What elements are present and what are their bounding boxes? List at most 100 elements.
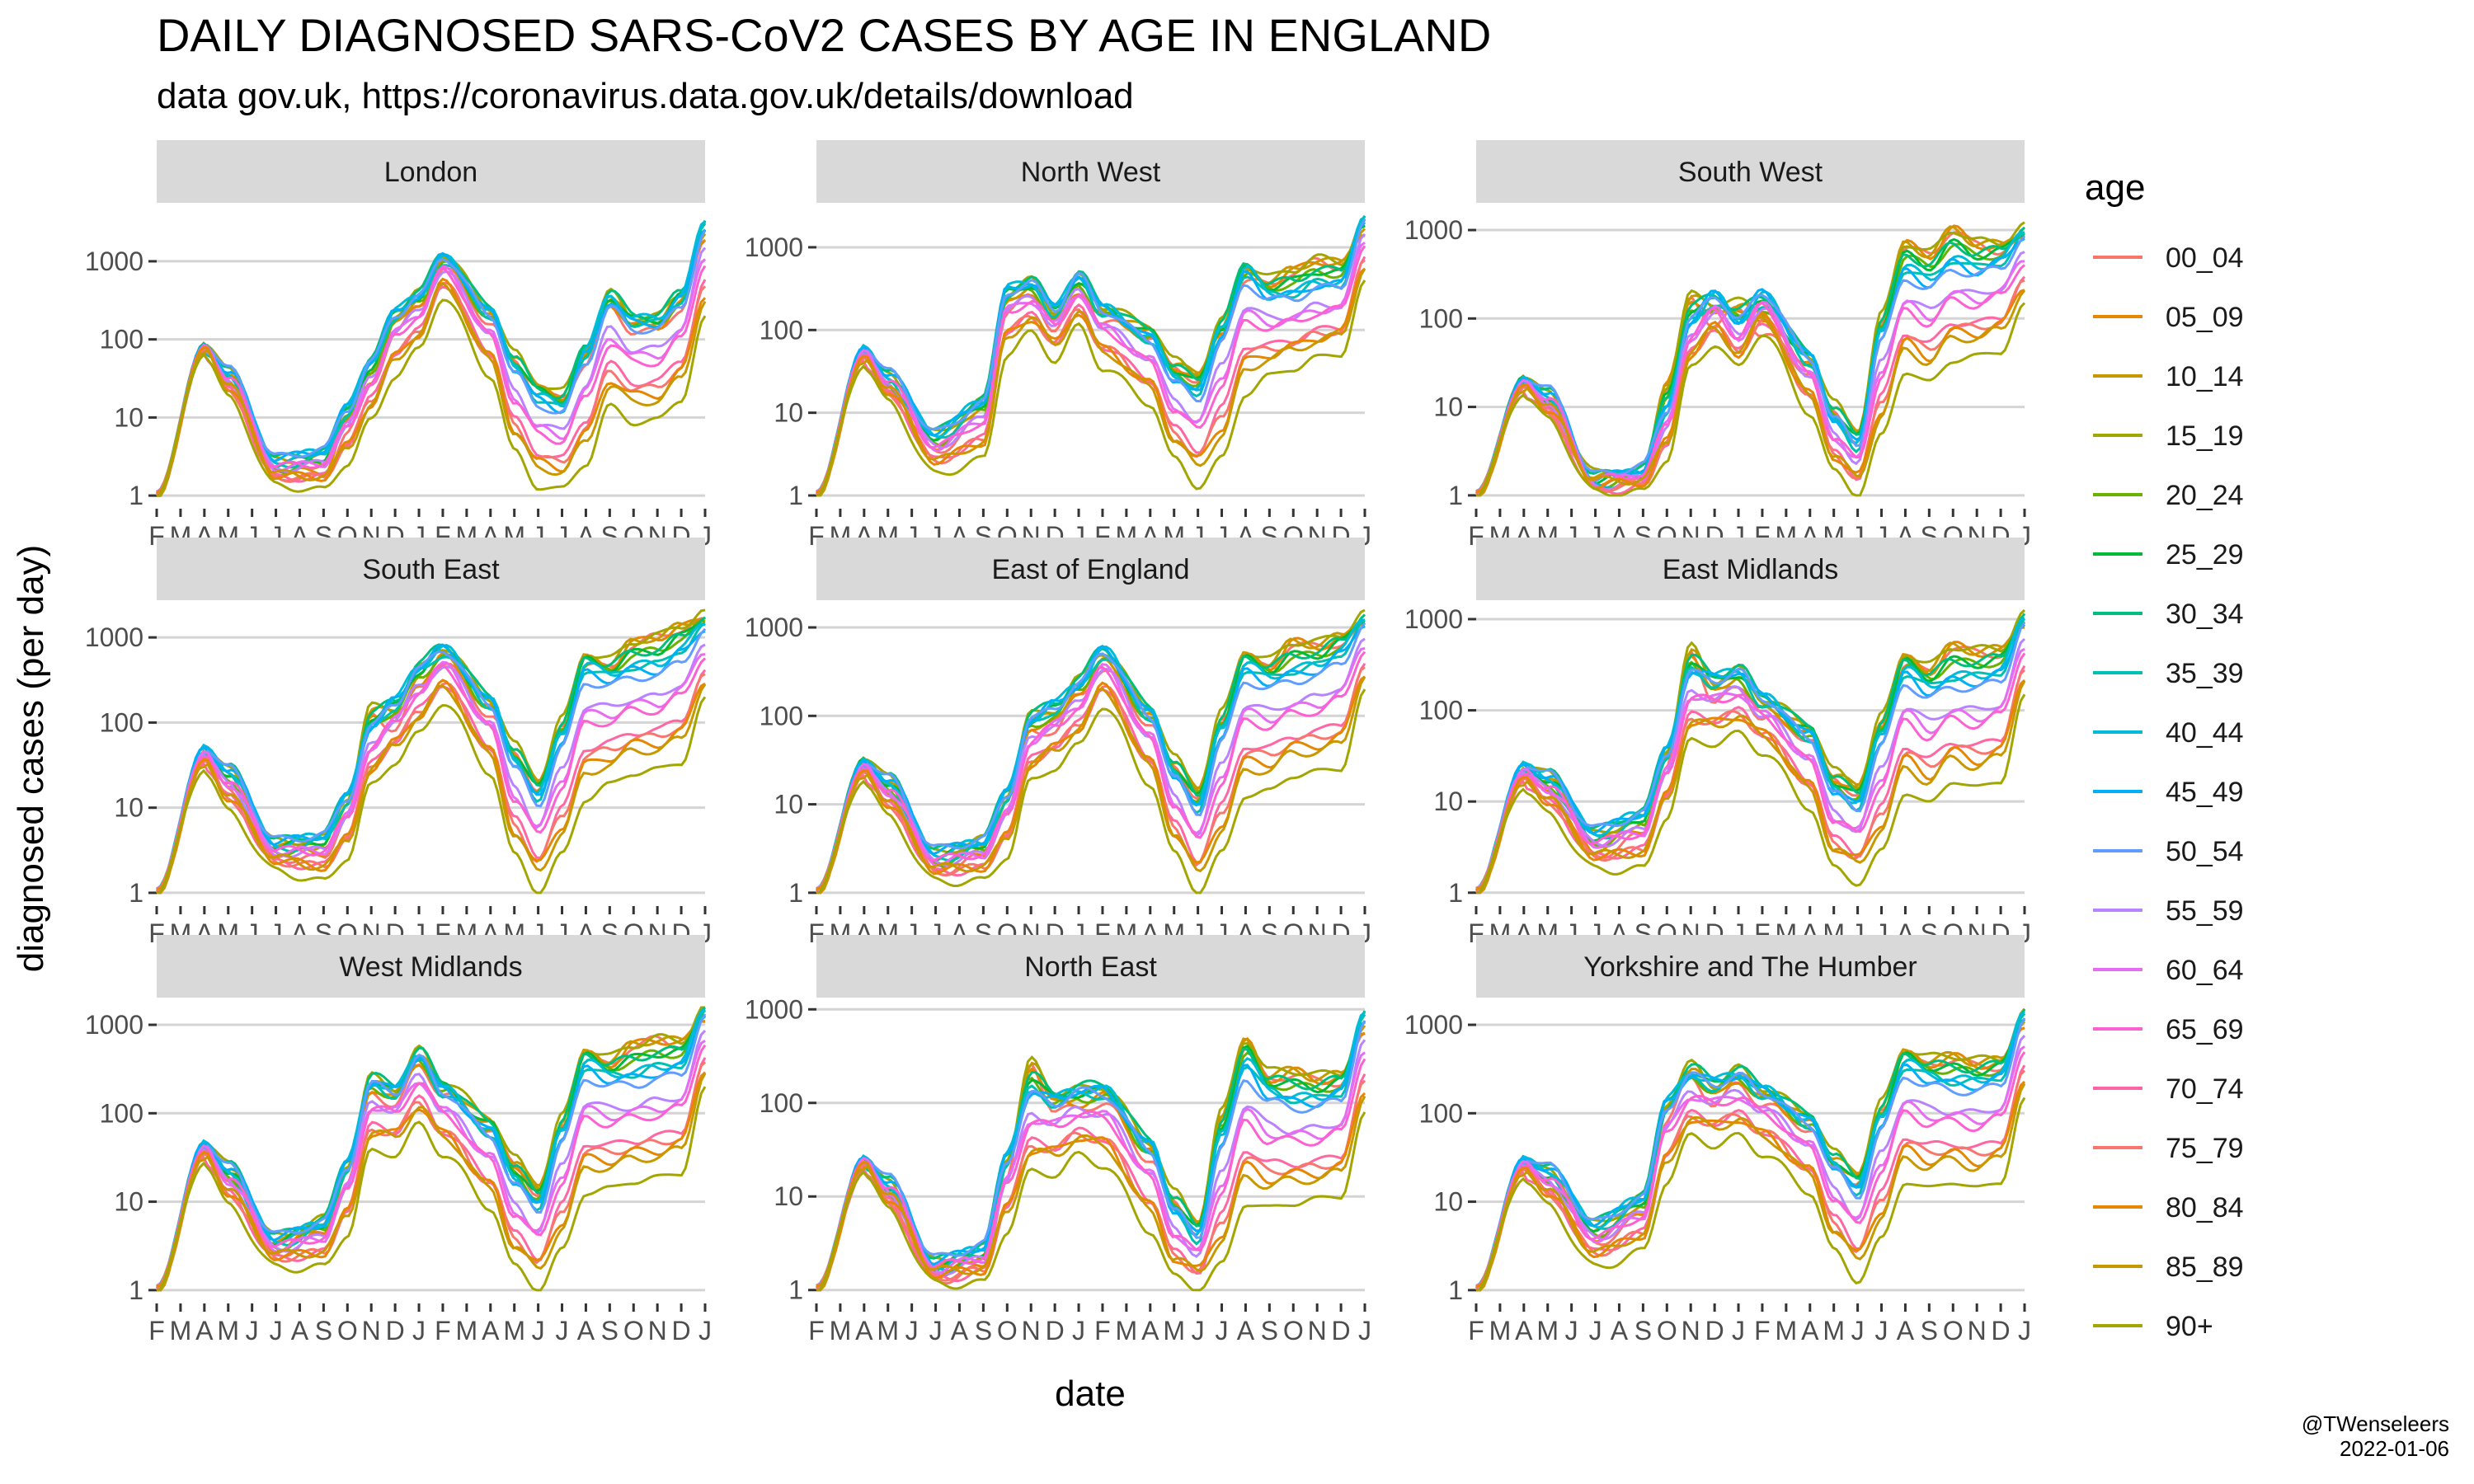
credit-block: @TWenseleers 2022-01-06 <box>2302 1411 2449 1461</box>
x-tick-label: S <box>975 1316 992 1345</box>
series-line-20_24 <box>815 1021 1366 1289</box>
x-tick-label: A <box>951 1316 969 1345</box>
series-line-35_39 <box>156 1009 707 1292</box>
legend-label: 70_74 <box>2166 1073 2244 1105</box>
credit-author: @TWenseleers <box>2301 1411 2449 1436</box>
legend-label: 45_49 <box>2166 777 2244 808</box>
x-tick-label: A <box>291 1316 309 1345</box>
chart-title: DAILY DIAGNOSED SARS-CoV2 CASES BY AGE I… <box>157 9 1492 61</box>
series-line-45_49 <box>1476 237 2025 495</box>
series-line-90+ <box>1475 693 2026 895</box>
x-tick-label: J <box>556 1316 569 1345</box>
y-tick-label: 1 <box>788 481 803 510</box>
x-tick-label: J <box>1875 1316 1888 1345</box>
x-tick-label: F <box>435 1316 451 1345</box>
x-tick-label: A <box>195 1316 214 1345</box>
series-line-25_29 <box>1475 1018 2025 1289</box>
facet-strip <box>157 538 705 600</box>
y-tick-label: 1000 <box>85 1010 143 1040</box>
series-line-85_89 <box>1476 289 2026 497</box>
y-tick-label: 10 <box>114 793 143 823</box>
series-line-75_79 <box>815 666 1366 892</box>
series-line-80_84 <box>816 1092 1366 1288</box>
x-tick-label: J <box>532 1316 545 1345</box>
y-tick-label: 100 <box>100 1098 143 1128</box>
x-tick-label: M <box>456 1316 478 1345</box>
facet-label: West Midlands <box>339 951 522 983</box>
y-tick-label: 10 <box>114 402 143 432</box>
legend-label: 40_44 <box>2166 717 2244 749</box>
y-tick-label: 1000 <box>745 613 803 642</box>
x-tick-label: J <box>1565 1316 1578 1345</box>
series-line-75_79 <box>815 259 1366 495</box>
x-tick-label: M <box>170 1316 192 1345</box>
y-tick-label: 1000 <box>1404 215 1463 245</box>
series-line-05_09 <box>816 1031 1366 1287</box>
series-line-00_04 <box>815 234 1366 496</box>
facet-strip <box>157 935 705 998</box>
x-tick-label: S <box>1634 1316 1652 1345</box>
series-line-30_34 <box>1476 613 2026 895</box>
x-tick-label: A <box>1801 1316 1819 1345</box>
series-line-65_69 <box>1476 652 2026 895</box>
x-tick-label: A <box>1141 1316 1159 1345</box>
x-tick-label: J <box>1732 1316 1745 1345</box>
x-tick-label: J <box>246 1316 259 1345</box>
series-line-65_69 <box>816 650 1366 895</box>
x-tick-label: D <box>386 1316 405 1345</box>
series-line-65_69 <box>156 265 707 497</box>
x-tick-label: J <box>698 1316 712 1345</box>
series-line-40_44 <box>156 1008 706 1288</box>
series-line-90+ <box>816 688 1366 895</box>
facet-label: South West <box>1678 157 1823 188</box>
series-line-15_19 <box>816 215 1366 497</box>
x-tick-label: J <box>1851 1316 1865 1345</box>
series-line-50_54 <box>157 1013 707 1292</box>
x-tick-label: S <box>1921 1316 1938 1345</box>
x-tick-label: F <box>1468 1316 1484 1345</box>
x-tick-label: N <box>1968 1316 1987 1345</box>
facet-label: East Midlands <box>1663 554 1839 585</box>
x-tick-label: A <box>577 1316 595 1345</box>
facet-label: London <box>384 157 477 188</box>
y-tick-label: 10 <box>1433 787 1463 816</box>
y-tick-label: 100 <box>760 1088 803 1118</box>
y-tick-label: 10 <box>774 790 803 819</box>
x-tick-label: O <box>623 1316 644 1345</box>
x-axis-title: date <box>1055 1374 1126 1414</box>
series-line-65_69 <box>1476 264 2026 497</box>
x-tick-label: M <box>1823 1316 1845 1345</box>
series-line-20_24 <box>815 224 1366 495</box>
series-line-65_69 <box>816 245 1366 497</box>
series-line-35_39 <box>816 1013 1366 1292</box>
y-tick-label: 1 <box>129 481 143 510</box>
x-tick-label: M <box>1163 1316 1185 1345</box>
series-line-25_29 <box>816 1021 1366 1288</box>
x-tick-label: O <box>1283 1316 1304 1345</box>
series-line-85_89 <box>1476 1082 2026 1292</box>
x-tick-label: J <box>1192 1316 1205 1345</box>
series-line-50_54 <box>816 622 1366 895</box>
legend-label: 25_29 <box>2166 539 2244 571</box>
series-line-30_34 <box>1476 1008 2026 1292</box>
series-line-90+ <box>156 1086 707 1292</box>
facet-label: North West <box>1021 157 1161 188</box>
legend-label: 50_54 <box>2166 836 2244 867</box>
x-tick-label: S <box>601 1316 618 1345</box>
facet-label: East of England <box>991 554 1189 585</box>
series-line-85_89 <box>157 683 707 895</box>
x-tick-label: F <box>1094 1316 1111 1345</box>
y-tick-label: 100 <box>100 707 143 737</box>
x-tick-label: A <box>1611 1316 1629 1345</box>
series-line-85_89 <box>157 1073 707 1292</box>
series-line-70_74 <box>1476 1064 2026 1292</box>
x-tick-label: D <box>1705 1316 1724 1345</box>
series-line-40_44 <box>816 1011 1366 1288</box>
series-line-15_19 <box>156 221 707 497</box>
series-line-90+ <box>1475 1097 2026 1292</box>
series-line-90+ <box>156 298 707 497</box>
